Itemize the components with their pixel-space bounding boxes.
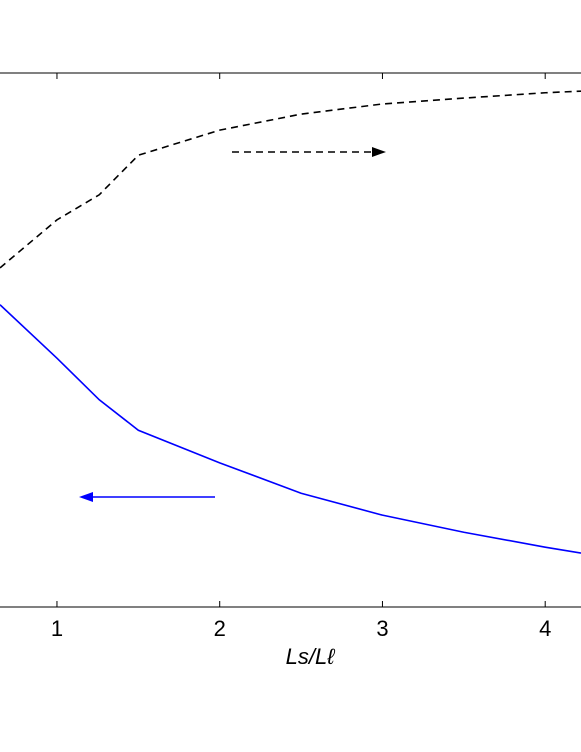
x-tick-label: 1 — [51, 616, 63, 641]
x-tick-label: 3 — [376, 616, 388, 641]
x-tick-label: 2 — [214, 616, 226, 641]
x-axis-label: Ls/Lℓ — [286, 644, 336, 669]
blue-arrow — [79, 492, 215, 502]
dashed-arrow — [232, 147, 386, 157]
series-line — [0, 304, 581, 554]
series-line — [0, 90, 581, 269]
x-tick-label: 4 — [539, 616, 551, 641]
